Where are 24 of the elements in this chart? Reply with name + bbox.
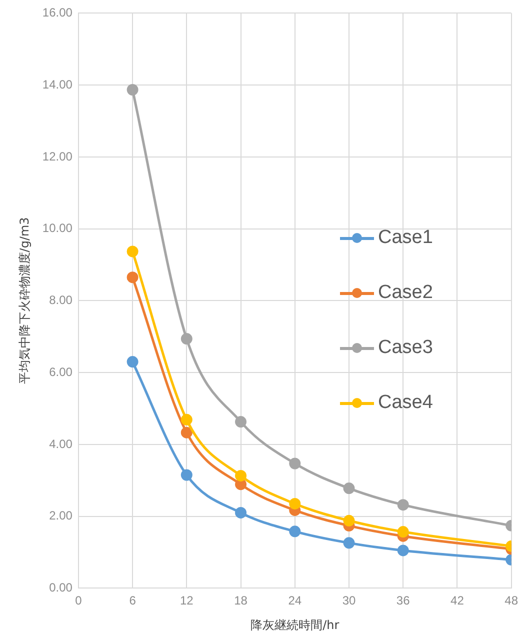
legend-label: Case3 [378, 336, 433, 358]
y-tick-label: 16.00 [42, 6, 73, 20]
x-tick-label: 42 [450, 594, 464, 608]
legend-label: Case2 [378, 282, 433, 304]
x-tick-label: 48 [504, 594, 518, 608]
x-tick-label: 30 [342, 594, 356, 608]
legend-label: Case4 [378, 392, 433, 414]
legend-label: Case1 [378, 226, 433, 248]
y-tick-label: 0.00 [49, 580, 73, 595]
x-tick-label: 18 [234, 594, 248, 608]
x-tick-label: 24 [288, 594, 302, 608]
y-tick-label: 14.00 [42, 77, 73, 92]
y-tick-label: 8.00 [49, 293, 73, 308]
x-tick-label: 36 [396, 594, 410, 608]
y-tick-label: 12.00 [42, 149, 73, 164]
y-axis-title: 平均気中降下火砕物濃度/g/m3 [17, 217, 32, 384]
y-tick-label: 2.00 [49, 508, 73, 523]
x-axis-title: 降灰継続時間/hr [250, 618, 340, 632]
x-tick-label: 0 [75, 594, 82, 608]
x-tick-label: 12 [180, 594, 194, 608]
y-tick-label: 10.00 [42, 221, 73, 236]
x-tick-label: 6 [129, 594, 136, 608]
y-tick-label: 6.00 [49, 364, 73, 379]
y-tick-label: 4.00 [49, 436, 73, 451]
